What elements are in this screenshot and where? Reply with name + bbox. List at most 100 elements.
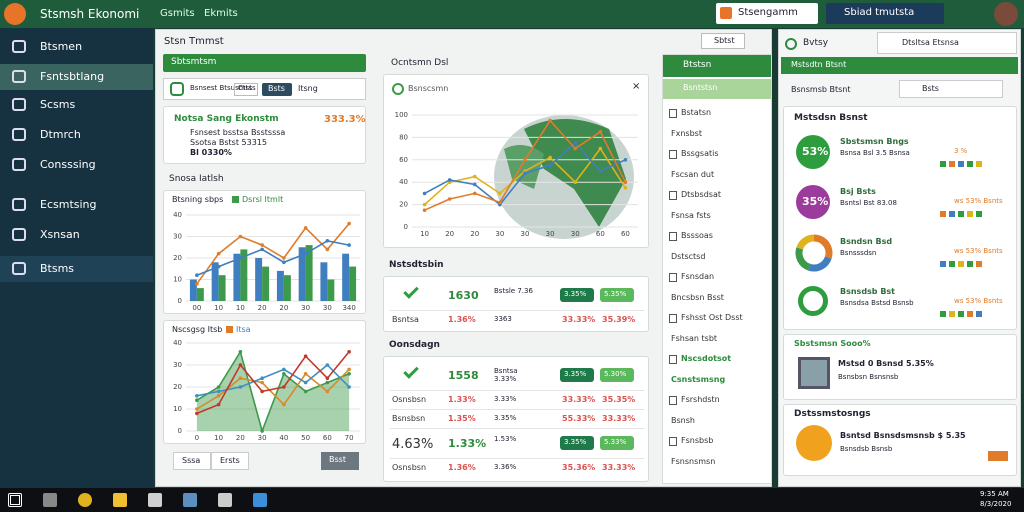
list-item[interactable]: Fxnsbst bbox=[663, 126, 771, 144]
rating-star bbox=[949, 211, 955, 217]
footer-button[interactable]: Ersts bbox=[211, 452, 249, 470]
list-item[interactable]: Bstatsn bbox=[663, 105, 771, 123]
bar bbox=[262, 266, 270, 301]
summary-header-text: Sbtsmtsm bbox=[171, 57, 217, 67]
line-chart-card: Nscsgsg Itsb Itsa 0 10 20 30 40 0 10 20 30 40 50 60 70 bbox=[163, 320, 366, 444]
point bbox=[347, 385, 351, 389]
list-item[interactable]: Dtsbsdsat bbox=[663, 187, 771, 205]
sidebar-icon bbox=[12, 128, 26, 141]
sidebar-icon bbox=[12, 98, 26, 111]
right-header-text: Mstsdtn Btsnt bbox=[791, 60, 847, 69]
y-tick-label: 40 bbox=[173, 339, 182, 347]
list-item[interactable]: Csnstsmsng bbox=[663, 372, 771, 390]
filter-button[interactable]: Bsts bbox=[262, 83, 292, 96]
right-search[interactable]: Dtsltsa Etsnsa bbox=[877, 32, 1017, 54]
point bbox=[282, 372, 286, 376]
rating-star bbox=[958, 211, 964, 217]
row-pct: 33.33% bbox=[562, 315, 596, 324]
x-tick-label: 20 bbox=[258, 304, 267, 312]
avatar[interactable] bbox=[994, 2, 1018, 26]
filter-field bbox=[234, 83, 258, 96]
filter-tab: Itsng bbox=[298, 84, 318, 93]
menu-item[interactable]: Ekmits bbox=[204, 8, 238, 19]
list-item[interactable]: Dstsctsd bbox=[663, 249, 771, 267]
offer-button[interactable] bbox=[988, 451, 1008, 461]
point bbox=[303, 372, 308, 376]
row-divider bbox=[390, 428, 644, 429]
menu-item[interactable]: Gsmits bbox=[160, 8, 195, 19]
list-item[interactable]: Nscsdotsot bbox=[663, 351, 771, 369]
chart-title: Nscsgsg Itsb bbox=[172, 325, 223, 334]
sidebar-item[interactable]: Fsntsbtlang bbox=[0, 64, 153, 90]
sidebar-item[interactable]: Btsmen bbox=[0, 34, 153, 60]
row-divider bbox=[390, 458, 644, 459]
taskbar-icon[interactable] bbox=[113, 493, 127, 507]
bar bbox=[342, 253, 350, 301]
list-item[interactable]: Bssgsatis bbox=[663, 146, 771, 164]
line bbox=[196, 363, 350, 397]
taskbar-icon[interactable] bbox=[253, 493, 267, 507]
account-box[interactable]: Sbiad tmutsta bbox=[826, 3, 944, 24]
sidebar-item[interactable]: Consssing bbox=[0, 152, 153, 178]
taskbar-icon[interactable] bbox=[43, 493, 57, 507]
list-item[interactable]: Bncsbsn Bsst bbox=[663, 290, 771, 308]
sidebar-item[interactable]: Btsms bbox=[0, 256, 153, 282]
list-item[interactable]: Bsssoas bbox=[663, 228, 771, 246]
list-item[interactable]: Fsnsdan bbox=[663, 269, 771, 287]
footer-button[interactable]: Bsst bbox=[321, 452, 359, 470]
right-title: Bvtsy bbox=[803, 38, 829, 48]
taskbar-icon[interactable] bbox=[8, 493, 22, 507]
market-column: Ocntsmn Dsl Bsnscsmn × 0 20 40 60 80 100 10 20 20 30… bbox=[383, 54, 651, 484]
footer-button[interactable]: Sssa bbox=[173, 452, 211, 470]
sidebar-item[interactable]: Ecsmtsing bbox=[0, 192, 153, 218]
list-item[interactable]: Fscsan dut bbox=[663, 167, 771, 185]
table-title: Nstsdtsbin bbox=[389, 260, 444, 270]
map-card-title: Bsnscsmn bbox=[408, 84, 449, 93]
point bbox=[325, 363, 330, 367]
list-item[interactable]: Fsrshdstn bbox=[663, 392, 771, 410]
logo[interactable] bbox=[4, 3, 26, 25]
list-item[interactable]: Fshsan tsbt bbox=[663, 331, 771, 349]
map-land bbox=[524, 119, 626, 227]
bar bbox=[327, 279, 335, 301]
row-divider bbox=[390, 390, 644, 391]
row-sub: 1.53% bbox=[494, 435, 517, 443]
point bbox=[260, 429, 264, 433]
sidebar-icon bbox=[12, 70, 26, 83]
offer-icon bbox=[796, 425, 832, 461]
main-button[interactable]: Sbtst bbox=[701, 33, 745, 49]
item-rating: ws 53% Bsnts bbox=[954, 197, 1003, 205]
sidebar-item[interactable]: Scsms bbox=[0, 92, 153, 118]
badge: 3.35% bbox=[560, 368, 594, 382]
list-item-text: Fsrshdstn bbox=[681, 395, 720, 404]
list-icon bbox=[669, 191, 677, 200]
list-item[interactable]: Fsnsbsb bbox=[663, 433, 771, 451]
kpi-value: 333.3% bbox=[324, 114, 366, 125]
row-value: 1.35% bbox=[448, 414, 476, 423]
search-box[interactable]: Stsengamm bbox=[716, 3, 818, 24]
footer-button-text: Ersts bbox=[220, 456, 240, 465]
point bbox=[282, 367, 286, 372]
bar bbox=[305, 245, 313, 301]
point bbox=[303, 389, 308, 394]
list-item[interactable]: Fsnsnsmsn bbox=[663, 454, 771, 472]
rating-star bbox=[958, 261, 964, 267]
main-panel: Stsn Tmmst Sbtst Sbtsmtsm Bsnsest Btsusms… bbox=[155, 29, 772, 487]
bar bbox=[298, 247, 306, 301]
taskbar-icon[interactable] bbox=[78, 493, 92, 507]
sidebar-item[interactable]: Dtmrch bbox=[0, 122, 153, 148]
filter-icon bbox=[170, 82, 184, 96]
item-row: Bsndsn Bsd Bsnsssdsn ws 53% Bsnts bbox=[784, 229, 1016, 277]
list-item[interactable]: Fshsst Ost Dsst bbox=[663, 310, 771, 328]
chart-area: 0 20 40 60 80 100 10 20 20 30 30 30 30 60 60 bbox=[394, 109, 640, 246]
taskbar-icon[interactable] bbox=[218, 493, 232, 507]
taskbar-icon[interactable] bbox=[148, 493, 162, 507]
list-item[interactable]: Fsnsa fsts bbox=[663, 208, 771, 226]
sidebar-item[interactable]: Xsnsan bbox=[0, 222, 153, 248]
point bbox=[195, 407, 199, 411]
taskbar-icon[interactable] bbox=[183, 493, 197, 507]
bar bbox=[320, 262, 328, 301]
point bbox=[260, 247, 264, 252]
list-item-text: Bsnsh bbox=[671, 415, 695, 425]
list-item[interactable]: Bsnsh bbox=[663, 413, 771, 431]
